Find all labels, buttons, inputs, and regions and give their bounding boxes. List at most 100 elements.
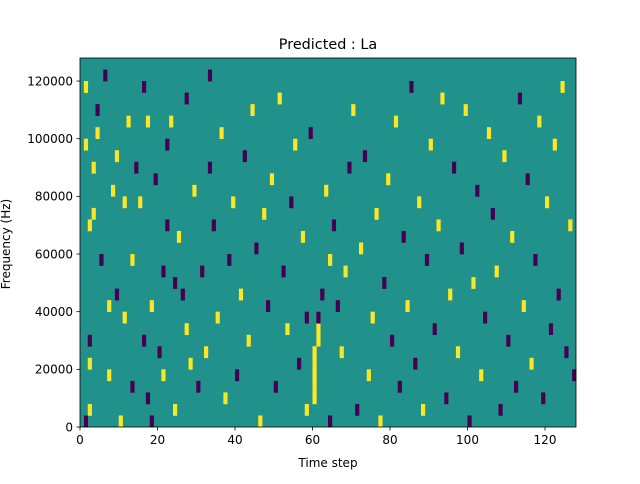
heatmap-cell bbox=[320, 288, 325, 301]
heatmap-cell bbox=[111, 184, 116, 197]
heatmap-cell bbox=[355, 403, 360, 416]
heatmap-cell bbox=[390, 334, 395, 347]
heatmap-cell bbox=[145, 392, 151, 405]
heatmap-cell bbox=[223, 392, 228, 405]
heatmap-cell bbox=[475, 184, 480, 197]
heatmap-cell bbox=[548, 323, 554, 336]
heatmap-cell bbox=[188, 357, 193, 370]
heatmap-cell bbox=[432, 323, 437, 336]
heatmap-cell bbox=[537, 115, 542, 128]
heatmap-cell bbox=[386, 173, 391, 186]
heatmap-cell bbox=[107, 300, 112, 312]
heatmap-cell bbox=[83, 415, 89, 428]
heatmap-cell bbox=[541, 392, 546, 405]
heatmap-cell bbox=[130, 380, 135, 393]
heatmap-cell bbox=[176, 230, 182, 243]
heatmap-cell bbox=[215, 311, 220, 324]
heatmap-cell bbox=[556, 288, 561, 301]
heatmap-cell bbox=[122, 311, 127, 324]
heatmap-cell bbox=[161, 369, 166, 382]
heatmap-cell bbox=[138, 196, 143, 209]
heatmap-cell bbox=[304, 403, 309, 416]
heatmap-cell bbox=[331, 219, 337, 232]
heatmap-cell bbox=[533, 254, 538, 266]
heatmap-cell bbox=[572, 369, 577, 382]
heatmap-cell bbox=[99, 254, 104, 266]
heatmap-cell bbox=[552, 138, 557, 151]
heatmap-cell bbox=[250, 104, 255, 116]
heatmap-cell bbox=[467, 415, 472, 428]
heatmap-cell bbox=[459, 242, 464, 255]
heatmap-cell bbox=[130, 254, 135, 266]
x-tick-label: 0 bbox=[76, 433, 84, 447]
heatmap-cell bbox=[312, 346, 317, 359]
heatmap-cell bbox=[545, 196, 550, 209]
heatmap-cell bbox=[479, 369, 484, 382]
heatmap-cell bbox=[87, 334, 92, 347]
chart-title: Predicted : La bbox=[279, 37, 377, 53]
heatmap-cell bbox=[359, 242, 364, 255]
heatmap-cell bbox=[122, 196, 127, 209]
heatmap-cell bbox=[343, 265, 348, 278]
heatmap-cell bbox=[269, 173, 275, 186]
heatmap-cell bbox=[560, 81, 565, 93]
heatmap-cell bbox=[95, 104, 100, 116]
heatmap-cell bbox=[405, 300, 410, 312]
heatmap-cell bbox=[91, 207, 96, 220]
heatmap-cell bbox=[502, 150, 507, 163]
heatmap-cell bbox=[366, 369, 371, 382]
heatmap-cell bbox=[192, 184, 197, 197]
heatmap-cell bbox=[258, 415, 263, 428]
heatmap-cell bbox=[514, 380, 519, 393]
heatmap-cell bbox=[246, 334, 251, 347]
heatmap-cell bbox=[351, 104, 356, 116]
heatmap-cell bbox=[103, 69, 108, 82]
heatmap-cell bbox=[165, 138, 170, 151]
heatmap-cell bbox=[486, 127, 492, 140]
heatmap-cell bbox=[118, 415, 123, 428]
heatmap-cell bbox=[207, 69, 213, 82]
heatmap-cell bbox=[444, 392, 449, 405]
heatmap-cell bbox=[471, 277, 476, 289]
heatmap-cell bbox=[324, 184, 329, 197]
y-tick-label: 100000 bbox=[27, 132, 73, 146]
heatmap-cell bbox=[196, 380, 201, 393]
heatmap-cell bbox=[211, 219, 216, 232]
heatmap-cell bbox=[428, 138, 433, 151]
heatmap-cell bbox=[312, 369, 317, 382]
heatmap-cell bbox=[328, 415, 333, 428]
heatmap-cell bbox=[424, 254, 430, 266]
x-tick-label: 80 bbox=[382, 433, 397, 447]
y-axis-label: Frequency (Hz) bbox=[0, 199, 13, 290]
heatmap-cell bbox=[126, 115, 131, 128]
heatmap-cell bbox=[517, 92, 523, 105]
heatmap-cell bbox=[510, 230, 515, 243]
heatmap-cell bbox=[304, 311, 309, 324]
heatmap-cell bbox=[382, 277, 387, 289]
heatmap-cell bbox=[207, 161, 213, 174]
heatmap-cell bbox=[95, 127, 100, 140]
heatmap-cell bbox=[297, 357, 302, 370]
y-tick-label: 40000 bbox=[35, 305, 73, 319]
heatmap-cell bbox=[421, 403, 426, 416]
heatmap-cell bbox=[409, 81, 414, 93]
heatmap-cell bbox=[397, 380, 402, 393]
heatmap-cell bbox=[149, 300, 154, 312]
heatmap-cell bbox=[180, 288, 185, 301]
heatmap-cell bbox=[525, 173, 530, 186]
heatmap-cell bbox=[83, 81, 89, 93]
heatmap-cell bbox=[145, 115, 151, 128]
heatmap-cell bbox=[273, 380, 278, 393]
heatmap-cell bbox=[134, 161, 139, 174]
heatmap-cell bbox=[328, 254, 333, 266]
heatmap-cell bbox=[114, 288, 120, 301]
heatmap-cell bbox=[293, 138, 298, 151]
heatmap-cell bbox=[153, 173, 158, 186]
x-axis-label: Time step bbox=[297, 456, 357, 470]
heatmap-cell bbox=[219, 127, 224, 140]
heatmap-cell bbox=[335, 300, 340, 312]
heatmap-cell bbox=[107, 369, 112, 382]
heatmap-cell bbox=[312, 392, 317, 405]
heatmap-cell bbox=[316, 334, 321, 347]
